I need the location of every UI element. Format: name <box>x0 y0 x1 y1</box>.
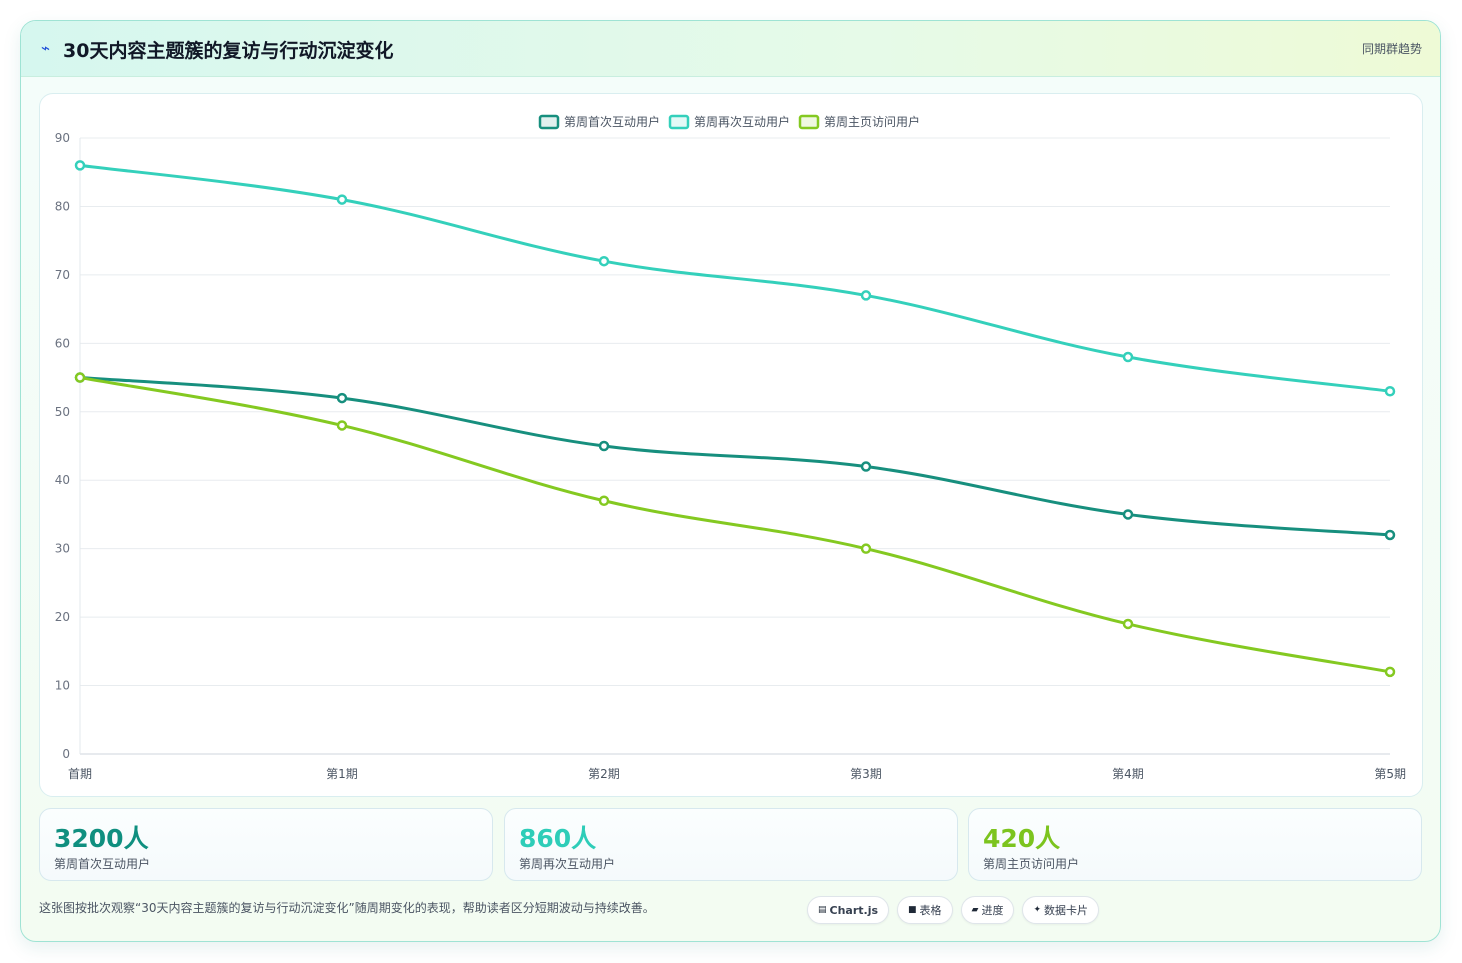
pill-label: 表格 <box>919 904 942 917</box>
data-point <box>598 255 610 267</box>
data-point <box>336 194 348 205</box>
pill-data-card[interactable]: ✦ 数据卡片 <box>1022 896 1100 924</box>
y-tick-label: 0 <box>62 747 70 761</box>
data-point <box>1122 618 1134 630</box>
stat-card-second: 860人 第周再次互动用户 <box>504 808 958 881</box>
legend-swatch <box>538 114 560 130</box>
legend-swatch <box>668 114 690 130</box>
data-point <box>1122 351 1134 363</box>
stat-card-first: 3200人 第周首次互动用户 <box>39 808 493 881</box>
pill-table[interactable]: ■ 表格 <box>897 896 953 924</box>
data-point <box>1384 666 1396 678</box>
stat-value: 3200人 <box>54 824 149 853</box>
sparkle-icon: ✦ <box>1033 905 1042 915</box>
line-chart: 0 10 20 30 40 50 60 70 80 90 首期 第1期 第2期 第3期 第4期 第5期 第周首次… <box>55 114 1406 781</box>
y-tick-label: 20 <box>55 610 70 624</box>
data-point <box>860 461 872 472</box>
x-tick-label: 第2期 <box>588 767 620 781</box>
y-tick-label: 40 <box>55 473 70 487</box>
x-tick-label: 第1期 <box>326 767 358 781</box>
x-tick-label: 第3期 <box>850 767 882 781</box>
data-point <box>336 420 348 431</box>
data-point <box>74 160 86 171</box>
data-point <box>336 392 348 404</box>
trend-tag: 同期群趋势 <box>1361 42 1422 56</box>
progress-icon: ▰ <box>971 905 979 915</box>
feature-pills: ▤ Chart.js ■ 表格 ▰ 进度 ✦ 数据卡片 <box>807 896 1100 924</box>
chart-footnote: 这张图按批次观察“30天内容主题簇的复访与行动沉淀变化”随周期变化的表现，帮助读… <box>39 901 655 915</box>
x-tick-label: 首期 <box>68 767 92 781</box>
data-point <box>598 495 610 507</box>
y-tick-label: 60 <box>55 336 70 350</box>
data-point <box>1122 509 1134 520</box>
stat-value: 860人 <box>519 824 597 853</box>
legend-swatch <box>798 114 820 130</box>
chart-line-icon: ⌁ <box>41 39 51 57</box>
pill-progress[interactable]: ▰ 进度 <box>960 896 1015 924</box>
y-tick-label: 90 <box>55 131 70 145</box>
card-header: ⌁ 30天内容主题簇的复访与行动沉淀变化 同期群趋势 <box>21 21 1440 77</box>
data-point <box>860 290 872 301</box>
y-tick-label: 70 <box>55 268 70 282</box>
plot-area: 0 10 20 30 40 50 60 70 80 90 首期 第1期 第2期 第3期 第4期 第5期 第周首次… <box>39 93 1423 797</box>
data-point <box>598 440 610 452</box>
stat-label: 第周首次互动用户 <box>54 857 151 871</box>
y-tick-label: 80 <box>55 199 70 213</box>
data-point <box>860 543 872 554</box>
x-tick-label: 第5期 <box>1374 767 1406 781</box>
chart-card: ⌁ 30天内容主题簇的复访与行动沉淀变化 同期群趋势 0 10 20 30 40 50 60… <box>20 20 1441 942</box>
data-point <box>74 372 86 383</box>
stat-card-third: 420人 第周主页访问用户 <box>968 808 1422 881</box>
stat-label: 第周再次互动用户 <box>519 857 616 871</box>
series-line <box>78 376 1392 674</box>
x-tick-label: 第4期 <box>1112 767 1144 781</box>
chart-icon: ▤ <box>818 905 827 915</box>
stat-label: 第周主页访问用户 <box>983 857 1080 871</box>
y-tick-label: 50 <box>55 405 70 419</box>
y-tick-label: 10 <box>55 679 70 693</box>
data-point <box>1384 529 1396 541</box>
legend-label: 第周主页访问用户 <box>824 114 920 129</box>
pill-label: Chart.js <box>829 903 879 917</box>
data-point <box>1384 385 1396 397</box>
y-tick-label: 30 <box>55 542 70 556</box>
stat-value: 420人 <box>983 824 1061 853</box>
pill-chartjs[interactable]: ▤ Chart.js <box>807 896 890 924</box>
table-icon: ■ <box>908 905 917 915</box>
legend-label: 第周首次互动用户 <box>564 114 660 129</box>
pill-label: 数据卡片 <box>1044 904 1089 917</box>
series-line <box>78 376 1392 537</box>
series-line <box>78 163 1392 393</box>
pill-label: 进度 <box>981 904 1004 917</box>
page-title: 30天内容主题簇的复访与行动沉淀变化 <box>63 40 394 62</box>
legend-label: 第周再次互动用户 <box>694 114 790 129</box>
